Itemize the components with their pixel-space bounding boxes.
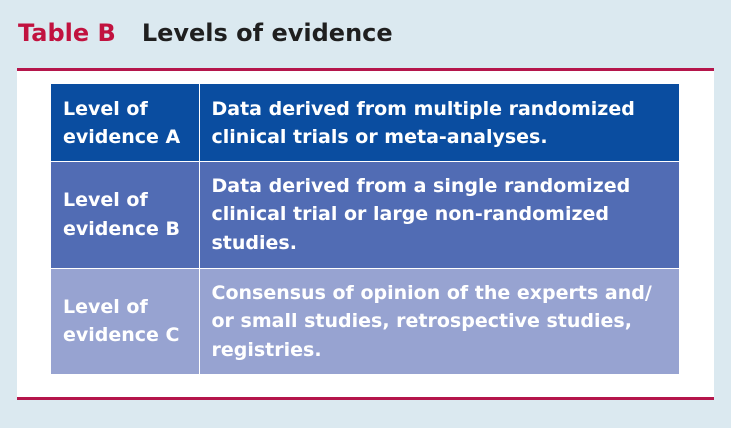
table-row-level-c: Level of evidence C Consensus of opinion…	[51, 267, 679, 374]
description-cell: Consensus of opinion of the experts and/…	[199, 267, 679, 374]
level-cell: Level of evidence B	[51, 160, 200, 268]
bottom-divider	[17, 397, 714, 400]
evidence-table: Level of evidence A Data derived from mu…	[51, 84, 679, 374]
table-title: Levels of evidence	[141, 19, 393, 47]
level-cell: Level of evidence C	[51, 267, 200, 374]
table-row-level-a: Level of evidence A Data derived from mu…	[51, 84, 679, 161]
description-cell: Data derived from multiple randomized cl…	[211, 97, 635, 149]
top-divider	[17, 68, 714, 71]
table-label: Table B	[18, 19, 116, 47]
table-row-level-b: Level of evidence B Data derived from a …	[51, 160, 679, 268]
table-heading: Table B Levels of evidence	[18, 17, 393, 49]
description-cell: Data derived from a single randomized cl…	[199, 160, 679, 268]
level-cell: Level of evidence A	[51, 84, 200, 161]
